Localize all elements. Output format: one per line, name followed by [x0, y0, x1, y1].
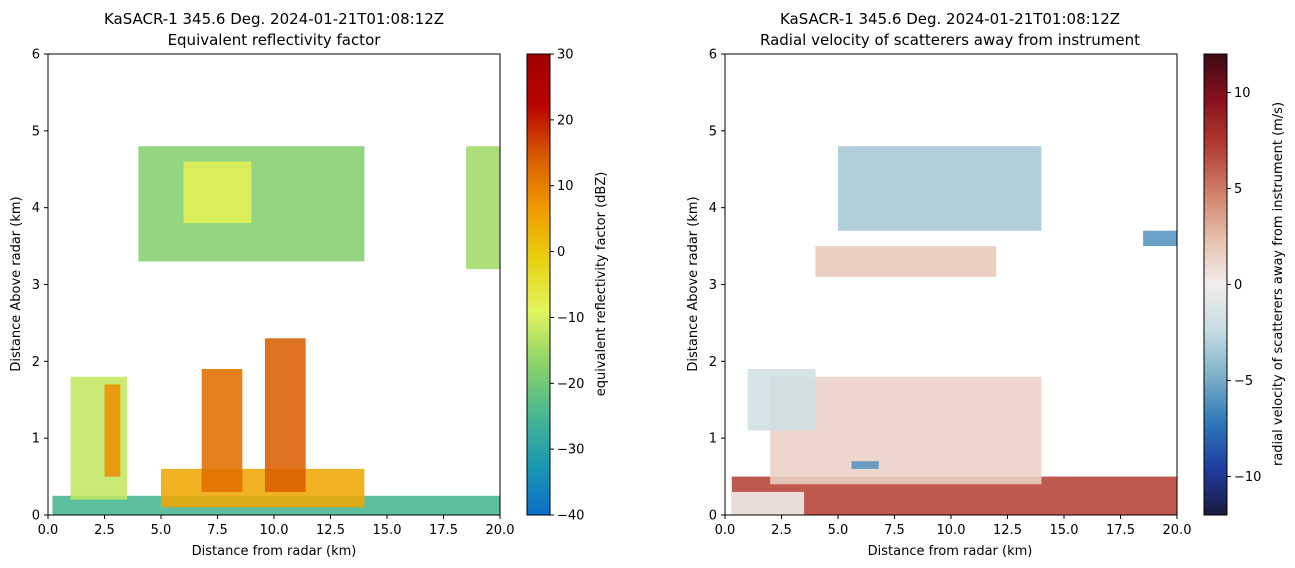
reflectivity-y-axis: 0 1 2 3 4 5 6 [32, 48, 48, 524]
reflectivity-panel: KaSACR-1 345.6 Deg. 2024-01-21T01:08:12Z… [9, 10, 609, 559]
velocity-echo-field [731, 146, 1177, 515]
velocity-colorbar-tick-label: 10 [1234, 86, 1251, 101]
reflectivity-colorbar-tick-label: 20 [557, 113, 574, 128]
reflectivity-echo-region [183, 161, 252, 224]
velocity-colorbar [1203, 53, 1228, 516]
reflectivity-echo-region [201, 369, 243, 492]
reflectivity-x-tick-label: 7.5 [207, 523, 228, 538]
reflectivity-title-line1: KaSACR-1 345.6 Deg. 2024-01-21T01:08:12Z [104, 10, 444, 28]
reflectivity-x-tick-label: 20.0 [486, 523, 515, 538]
velocity-x-tick-label: 0.0 [715, 523, 736, 538]
reflectivity-colorbar-tick-label: 30 [557, 48, 574, 63]
velocity-y-tick-label: 1 [709, 432, 717, 447]
reflectivity-x-tick-label: 12.5 [316, 523, 345, 538]
reflectivity-x-tick-label: 2.5 [94, 523, 115, 538]
velocity-x-tick-label: 2.5 [771, 523, 792, 538]
reflectivity-x-label: Distance from radar (km) [192, 544, 357, 559]
velocity-echo-region [1143, 230, 1177, 247]
reflectivity-x-axis: 0.0 2.5 5.0 7.5 10.0 12.5 15.0 17.5 20.0 [38, 515, 515, 538]
reflectivity-echo-region [264, 338, 306, 492]
velocity-y-axis: 0 1 2 3 4 5 6 [709, 48, 725, 524]
reflectivity-echo-region [104, 384, 121, 477]
reflectivity-colorbar-tick-label: 10 [557, 179, 574, 194]
velocity-y-label: Distance Above radar (km) [686, 196, 701, 371]
velocity-colorbar-tick-label: 5 [1234, 182, 1242, 197]
velocity-x-tick-label: 12.5 [993, 523, 1022, 538]
velocity-colorbar-ticks: 10 5 0 −5 −10 [1227, 86, 1261, 485]
reflectivity-colorbar-tick-label: 0 [557, 245, 565, 260]
reflectivity-x-tick-label: 0.0 [38, 523, 59, 538]
velocity-panel: KaSACR-1 345.6 Deg. 2024-01-21T01:08:12Z… [686, 10, 1286, 559]
reflectivity-x-tick-label: 17.5 [429, 523, 458, 538]
velocity-x-tick-label: 17.5 [1106, 523, 1135, 538]
reflectivity-x-tick-label: 10.0 [260, 523, 289, 538]
velocity-echo-region [851, 461, 879, 469]
velocity-title-line2: Radial velocity of scatterers away from … [760, 31, 1140, 49]
velocity-y-tick-label: 6 [709, 48, 717, 63]
reflectivity-y-tick-label: 3 [32, 278, 40, 293]
reflectivity-title-line2: Equivalent reflectivity factor [168, 31, 382, 49]
velocity-x-tick-label: 7.5 [884, 523, 905, 538]
reflectivity-y-tick-label: 2 [32, 355, 40, 370]
reflectivity-y-tick-label: 0 [32, 509, 40, 524]
reflectivity-colorbar-tick-label: −40 [557, 509, 584, 524]
reflectivity-colorbar [526, 53, 551, 516]
velocity-y-tick-label: 4 [709, 201, 717, 216]
reflectivity-y-tick-label: 6 [32, 48, 40, 63]
velocity-colorbar-tick-label: −5 [1234, 374, 1253, 389]
reflectivity-colorbar-label: equivalent reflectivity factor (dBZ) [594, 172, 609, 397]
reflectivity-echo-field [52, 146, 500, 515]
velocity-echo-region [838, 146, 1042, 231]
reflectivity-colorbar-tick-label: −30 [557, 443, 584, 458]
reflectivity-colorbar-ticks: 30 20 10 0 −10 −20 −30 −40 [550, 48, 584, 524]
velocity-y-tick-label: 5 [709, 124, 717, 139]
velocity-x-tick-label: 5.0 [828, 523, 849, 538]
velocity-y-tick-label: 0 [709, 509, 717, 524]
reflectivity-x-tick-label: 15.0 [373, 523, 402, 538]
reflectivity-y-tick-label: 4 [32, 201, 40, 216]
velocity-echo-region [731, 491, 805, 515]
velocity-y-tick-label: 2 [709, 355, 717, 370]
reflectivity-colorbar-tick-label: −20 [557, 377, 584, 392]
reflectivity-y-tick-label: 1 [32, 432, 40, 447]
velocity-colorbar-tick-label: 0 [1234, 278, 1242, 293]
reflectivity-y-label: Distance Above radar (km) [9, 196, 24, 371]
velocity-echo-region [815, 246, 997, 277]
velocity-x-tick-label: 20.0 [1163, 523, 1192, 538]
reflectivity-colorbar-tick-label: −10 [557, 311, 584, 326]
velocity-echo-region [747, 369, 816, 431]
reflectivity-x-tick-label: 5.0 [151, 523, 172, 538]
velocity-x-tick-label: 15.0 [1050, 523, 1079, 538]
reflectivity-echo-region [161, 468, 365, 508]
velocity-x-tick-label: 10.0 [937, 523, 966, 538]
velocity-colorbar-label: radial velocity of scatterers away from … [1271, 102, 1286, 466]
velocity-x-axis: 0.0 2.5 5.0 7.5 10.0 12.5 15.0 17.5 20.0 [715, 515, 1192, 538]
velocity-colorbar-tick-label: −10 [1234, 470, 1261, 485]
velocity-echo-region [770, 376, 1042, 485]
velocity-x-label: Distance from radar (km) [868, 544, 1033, 559]
velocity-title-line1: KaSACR-1 345.6 Deg. 2024-01-21T01:08:12Z [780, 10, 1120, 28]
velocity-y-tick-label: 3 [709, 278, 717, 293]
reflectivity-echo-region [466, 146, 500, 270]
reflectivity-y-tick-label: 5 [32, 124, 40, 139]
